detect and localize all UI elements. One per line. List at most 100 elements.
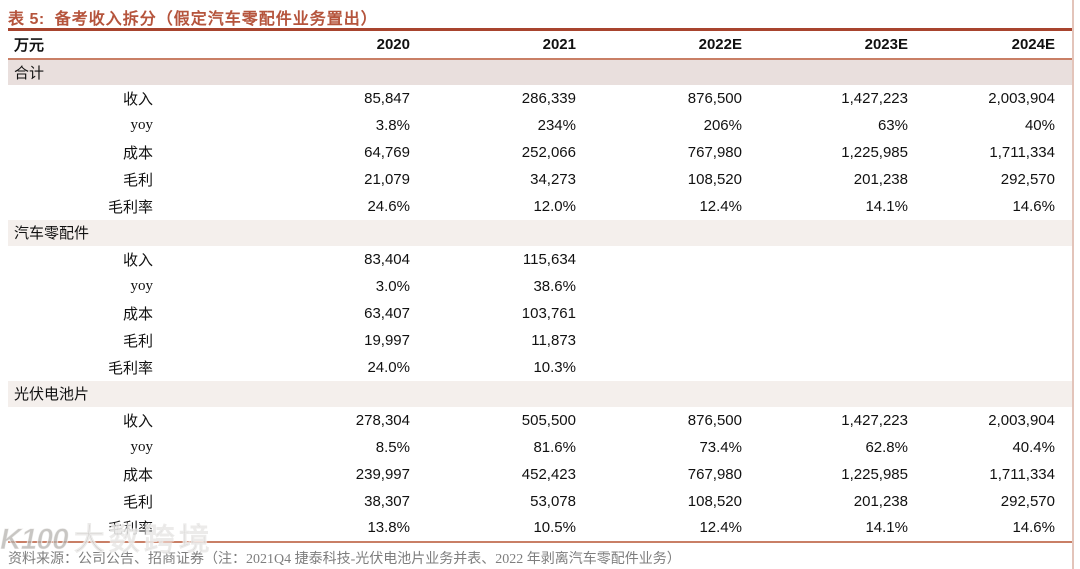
table-row: yoy 8.5% 81.6% 73.4% 62.8% 40.4% (8, 434, 1072, 461)
section-name: 光伏电池片 (8, 380, 1072, 407)
cell-value: 13.8% (367, 519, 410, 536)
cell-value (742, 300, 908, 327)
cell-value: 14.1% (865, 519, 908, 536)
cell-value (742, 354, 908, 381)
cell-value: 63,407 (364, 304, 410, 322)
table-number-label: 表 5: (8, 10, 45, 28)
cell-value (576, 273, 742, 300)
cell-value: 24.0% (367, 358, 410, 376)
cell-value: 63% (877, 116, 908, 134)
cell-value (908, 273, 1072, 300)
row-label: 成本 (122, 145, 153, 162)
cell-value: 21,079 (364, 170, 410, 188)
section-header-row: 光伏电池片 (8, 380, 1072, 407)
cell-value: 239,997 (355, 465, 410, 483)
cell-value (742, 273, 908, 300)
table-row: 毛利率 13.8% 10.5% 12.4% 14.1% 14.6% (8, 515, 1072, 542)
cell-value: 40.4% (1012, 438, 1055, 456)
cell-value: 115,634 (522, 250, 576, 268)
row-label: 收入 (122, 252, 153, 269)
table-row: 收入 85,847 286,339 876,500 1,427,223 2,003,904 (8, 85, 1072, 112)
cell-value: 81.6% (533, 438, 576, 456)
cell-value (908, 300, 1072, 327)
table-row: 毛利率 24.0% 10.3% (8, 354, 1072, 381)
section-name: 合计 (8, 58, 1072, 85)
cell-value: 11,873 (531, 331, 576, 349)
row-label: 毛利 (122, 494, 153, 511)
table-row: 毛利 38,307 53,078 108,520 201,238 292,570 (8, 488, 1072, 515)
cell-value (576, 354, 742, 381)
cell-value: 73.4% (699, 438, 742, 456)
cell-value: 876,500 (687, 411, 742, 429)
cell-value: 53,078 (530, 492, 576, 510)
table-row: yoy 3.0% 38.6% (8, 273, 1072, 300)
row-label: yoy (130, 116, 154, 133)
cell-value: 2,003,904 (988, 89, 1055, 107)
cell-value (742, 327, 908, 354)
cell-value: 38.6% (533, 277, 576, 295)
row-label: yoy (130, 277, 154, 294)
cell-value: 505,500 (521, 411, 576, 429)
cell-value: 452,423 (521, 465, 576, 483)
cell-value: 292,570 (1000, 170, 1055, 188)
row-label: 成本 (122, 306, 153, 323)
cell-value: 83,404 (364, 250, 410, 268)
cell-value: 1,225,985 (841, 465, 908, 483)
cell-value: 3.0% (375, 277, 410, 295)
cell-value: 2,003,904 (988, 411, 1055, 429)
cell-value: 3.8% (375, 116, 410, 134)
table-row: 收入 278,304 505,500 876,500 1,427,223 2,003,90… (8, 407, 1072, 434)
section-name: 汽车零配件 (8, 219, 1072, 246)
cell-value: 64,769 (364, 143, 410, 161)
section-header-row: 汽车零配件 (8, 219, 1072, 246)
cell-value (908, 327, 1072, 354)
row-label: 收入 (122, 91, 153, 108)
column-header-2020: 2020 (163, 29, 410, 60)
cell-value: 767,980 (687, 465, 742, 483)
cell-value (742, 246, 908, 273)
cell-value: 201,238 (853, 170, 908, 188)
cell-value: 206% (703, 116, 742, 134)
row-label: 成本 (122, 467, 153, 484)
cell-value: 12.4% (699, 519, 742, 536)
cell-value: 234% (537, 116, 576, 134)
table-row: yoy 3.8% 234% 206% 63% 40% (8, 112, 1072, 139)
cell-value: 14.1% (865, 197, 908, 215)
row-label: 毛利 (122, 172, 153, 189)
unit-label: 万元 (8, 29, 163, 60)
cell-value: 1,711,334 (989, 143, 1055, 161)
source-note: 资料来源：公司公告、招商证券（注：2021Q4 捷泰科技-光伏电池片业务并表、2… (8, 552, 681, 567)
cell-value: 108,520 (687, 492, 742, 510)
row-label: 收入 (122, 413, 153, 430)
column-header-2024e: 2024E (908, 29, 1072, 60)
row-label: 毛利率 (107, 521, 153, 537)
cell-value (576, 327, 742, 354)
cell-value: 1,427,223 (841, 411, 908, 429)
table-row: 成本 64,769 252,066 767,980 1,225,985 1,711,334 (8, 139, 1072, 166)
table-row: 成本 63,407 103,761 (8, 300, 1072, 327)
table-row: 毛利率 24.6% 12.0% 12.4% 14.1% 14.6% (8, 193, 1072, 220)
cell-value: 38,307 (364, 492, 410, 510)
cell-value: 10.5% (533, 519, 576, 536)
table-title-text: 备考收入拆分（假定汽车零配件业务置出） (54, 10, 378, 28)
cell-value: 767,980 (687, 143, 742, 161)
row-label: 毛利率 (107, 199, 153, 216)
cell-value (576, 246, 742, 273)
revenue-breakdown-table: 万元 2020 2021 2022E 2023E 2024E 合计 收入 85,84… (8, 28, 1072, 543)
cell-value: 292,570 (1000, 492, 1055, 510)
cell-value: 19,997 (364, 331, 410, 349)
table-row: 成本 239,997 452,423 767,980 1,225,985 1,711,33… (8, 461, 1072, 488)
table-header: 万元 2020 2021 2022E 2023E 2024E (8, 29, 1072, 60)
cell-value: 103,761 (521, 304, 576, 322)
cell-value: 108,520 (687, 170, 742, 188)
column-header-2021: 2021 (410, 29, 576, 60)
cell-value: 1,427,223 (841, 89, 908, 107)
row-label: 毛利率 (107, 360, 153, 377)
cell-value (908, 246, 1072, 273)
table-row: 收入 83,404 115,634 (8, 246, 1072, 273)
cell-value: 12.4% (699, 197, 742, 215)
table-title: 表 5: 备考收入拆分（假定汽车零配件业务置出） (8, 5, 1072, 28)
cell-value (576, 300, 742, 327)
cell-value: 24.6% (367, 197, 410, 215)
